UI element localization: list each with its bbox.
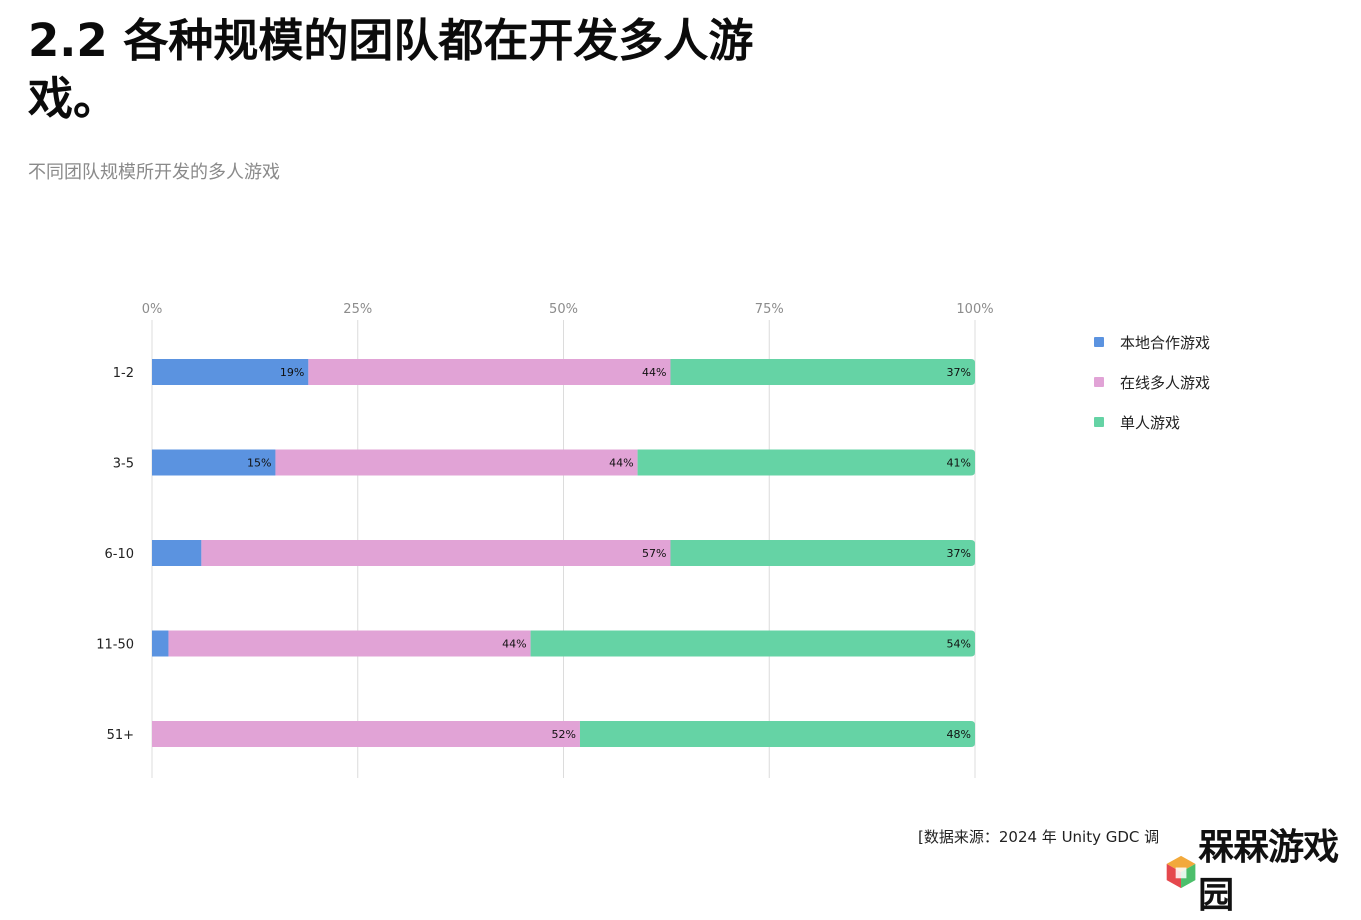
bar-segment xyxy=(579,721,975,747)
bar-segment xyxy=(152,540,202,566)
x-tick-label: 25% xyxy=(343,302,372,317)
data-label: 44% xyxy=(642,366,666,379)
bar-segment xyxy=(670,540,975,566)
y-category-label: 1-2 xyxy=(113,366,134,381)
y-category-label: 3-5 xyxy=(113,457,134,472)
bar-segment xyxy=(152,449,276,476)
data-source-note: [数据来源：2024 年 Unity GDC 调 xyxy=(918,828,1160,846)
legend-swatch-single-player xyxy=(1094,417,1104,427)
data-label: 54% xyxy=(947,638,971,651)
data-label: 52% xyxy=(552,728,576,741)
legend-item-online-multiplayer: 在线多人游戏 xyxy=(1094,362,1210,402)
stacked-bar-chart: 0% 25% 50% 75% 100% 1-2 19% 44% 37% 3-5 15% 44% 41% 6… xyxy=(96,302,994,778)
colorful-cube-logo-icon xyxy=(1166,855,1196,889)
watermark: 槑槑游戏园 xyxy=(1164,824,1361,920)
data-label: 48% xyxy=(947,728,971,741)
y-category-label: 11-50 xyxy=(96,638,134,653)
data-label: 41% xyxy=(947,457,971,470)
x-tick-label: 50% xyxy=(549,302,578,317)
legend-swatch-local-coop xyxy=(1094,337,1104,347)
bar-segment xyxy=(152,721,580,747)
data-label: 37% xyxy=(947,547,971,560)
legend-item-local-coop: 本地合作游戏 xyxy=(1094,322,1210,362)
data-label: 57% xyxy=(642,547,666,560)
data-label: 44% xyxy=(502,638,526,651)
legend-label-online-multiplayer: 在线多人游戏 xyxy=(1120,373,1211,392)
legend-item-single-player: 单人游戏 xyxy=(1094,402,1210,442)
data-label: 44% xyxy=(609,457,633,470)
chart-legend: 本地合作游戏 在线多人游戏 单人游戏 xyxy=(1094,322,1210,442)
legend-swatch-online-multiplayer xyxy=(1094,377,1104,387)
page-title: 2.2 各种规模的团队都在开发多人游戏。 xyxy=(28,14,754,125)
bar-segment xyxy=(308,359,671,385)
y-category-label: 51+ xyxy=(107,728,134,743)
x-tick-label: 0% xyxy=(142,302,163,317)
data-label: 19% xyxy=(280,366,304,379)
data-label: 37% xyxy=(947,366,971,379)
data-label: 15% xyxy=(247,457,271,470)
bar-segment xyxy=(168,630,531,657)
bar-segment xyxy=(530,630,975,657)
bar-segment xyxy=(275,449,638,476)
chart-subtitle: 不同团队规模所开发的多人游戏 xyxy=(28,162,280,183)
bar-segment xyxy=(201,540,671,566)
bar-segment xyxy=(152,359,309,385)
x-tick-label: 75% xyxy=(755,302,784,317)
bar-segment xyxy=(637,449,975,476)
bar-segment xyxy=(670,359,975,385)
legend-label-local-coop: 本地合作游戏 xyxy=(1120,333,1211,352)
y-category-label: 6-10 xyxy=(104,547,134,562)
x-tick-label: 100% xyxy=(956,302,993,317)
legend-label-single-player: 单人游戏 xyxy=(1120,413,1181,432)
watermark-text: 槑槑游戏园 xyxy=(1198,827,1339,916)
bar-segment xyxy=(152,630,169,657)
